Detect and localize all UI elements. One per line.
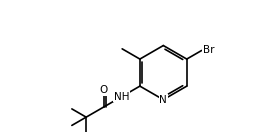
Text: N: N [159, 95, 167, 105]
Text: Br: Br [203, 46, 214, 55]
Text: NH: NH [114, 92, 129, 102]
Text: O: O [100, 85, 108, 95]
